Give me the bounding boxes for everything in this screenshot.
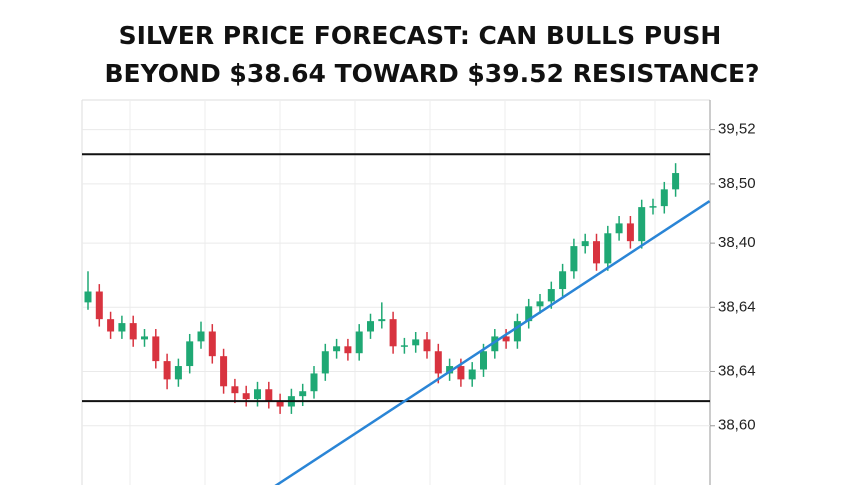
candle-body [367, 321, 374, 332]
candle-body [197, 331, 205, 342]
candle-body [660, 189, 668, 207]
candle-body [570, 246, 578, 272]
candle-body [389, 319, 397, 347]
candle-body [434, 351, 442, 374]
candle-body [536, 301, 544, 307]
candle-body [344, 346, 352, 354]
candle-body [468, 369, 476, 380]
candle-body [242, 393, 250, 400]
candle-body [254, 389, 261, 400]
chart-title: SILVER PRICE FORECAST: CAN BULLS PUSH [119, 21, 722, 50]
y-tick-label: 38,60 [718, 417, 756, 434]
candle-body [152, 336, 160, 362]
candle-body [333, 346, 341, 352]
candle-body [265, 389, 273, 402]
candle-body [299, 391, 307, 397]
candle-body [378, 319, 386, 322]
candle-body [513, 321, 521, 342]
candle-body [604, 233, 612, 264]
candle-body [400, 345, 408, 347]
y-tick-label: 39,52 [718, 121, 756, 138]
candle-body [107, 319, 115, 332]
candle-body [84, 291, 92, 303]
candle-body [525, 306, 533, 322]
y-tick-label: 38,64 [718, 298, 756, 315]
y-tick-label: 38,50 [718, 175, 756, 192]
candle-body [321, 351, 329, 374]
candle-body [559, 271, 567, 290]
candle-body [626, 223, 634, 242]
candle-body [355, 331, 363, 354]
trend-line [274, 200, 711, 485]
candle-body [457, 366, 465, 380]
candle-body [480, 351, 487, 370]
candle-body [129, 323, 137, 340]
candle-body [231, 386, 239, 394]
candle-body [638, 207, 646, 242]
candle-body [446, 366, 454, 374]
candle-body [502, 336, 510, 342]
candle-body [672, 173, 680, 190]
candle-body [491, 336, 499, 352]
candle-body [141, 336, 148, 340]
candle-body [412, 339, 420, 346]
candle-body [423, 339, 431, 352]
candle-body [186, 341, 194, 367]
y-tick-label: 38,64 [718, 362, 756, 379]
candle-body [547, 289, 555, 302]
candle-body [649, 206, 657, 208]
candle-body [593, 241, 600, 264]
candle-body [310, 373, 318, 392]
candle-body [118, 323, 126, 332]
candle-body [220, 356, 228, 387]
candle-body [163, 361, 171, 380]
candle-body [95, 291, 103, 320]
candle-body [174, 366, 182, 380]
y-tick-label: 38,40 [718, 234, 756, 251]
candle-body [276, 401, 284, 407]
candle-body [615, 223, 623, 234]
candle-body [208, 331, 216, 357]
chart-title: BEYOND $38.64 TOWARD $39.52 RESISTANCE? [104, 59, 759, 88]
candle-body [581, 241, 589, 247]
